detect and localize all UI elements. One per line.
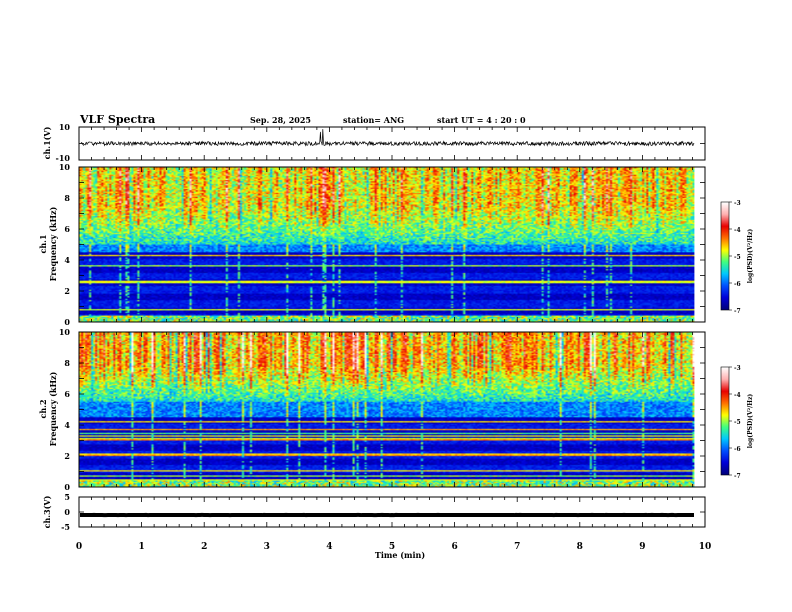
ch1-colorbar-ticks — [729, 201, 732, 311]
ch3-ytick-mid: 0 — [64, 507, 70, 517]
ch1-spec-ytick-8: 8 — [64, 193, 70, 203]
ch1-ytick-top: 10 — [59, 122, 71, 132]
ch3-waveform-panel: 5 0 -5 ch.3(V) — [42, 492, 706, 532]
ch1-colorbar-tick-m6: -6 — [734, 281, 741, 288]
ch1-colorbar: -3 -4 -5 -6 -7 log(PSD)(V²/Hz) — [720, 200, 754, 315]
ch3-ytick-top: 5 — [64, 492, 70, 502]
xtick-0: 0 — [76, 542, 82, 552]
xtick-6: 6 — [451, 542, 457, 552]
ch2-colorbar-tick-m6: -6 — [734, 446, 741, 453]
xtick-4: 4 — [326, 542, 332, 552]
ch1-spec-ytick-6: 6 — [64, 224, 70, 234]
ch1-colorbar-tick-m5: -5 — [734, 254, 741, 261]
ch1-colorbar-tick-m4: -4 — [734, 227, 741, 234]
ch1-spectrogram-panel: 0 2 4 6 8 10 ch.1 Frequency (kHz) — [38, 162, 706, 327]
ch2-spec-ytick-6: 6 — [64, 389, 70, 399]
ch2-colorbar-ticks — [729, 366, 732, 476]
ch1-colorbar-tick-m3: -3 — [734, 200, 741, 207]
ch2-colorbar-tick-m3: -3 — [734, 365, 741, 372]
ch3-ytick-bottom: -5 — [61, 522, 70, 532]
ch1-spec-ytick-2: 2 — [64, 286, 70, 296]
xtick-3: 3 — [264, 542, 270, 552]
ch2-spectrogram-panel: 0 2 4 6 8 10 ch.2 Frequency (kHz) — [38, 327, 706, 492]
ch1-ylabel: ch.1(V) — [42, 126, 52, 159]
ch2-spec-ytick-4: 4 — [64, 420, 70, 430]
ch2-spec-ytick-0: 0 — [64, 482, 70, 492]
ch1-spec-ylabel-line1: ch.1 — [38, 234, 48, 253]
colorbar-fill — [721, 202, 729, 310]
ch1-spectrogram-image — [79, 167, 695, 322]
xtick-9: 9 — [639, 542, 645, 552]
ch1-ytick-bottom: -10 — [56, 153, 71, 163]
ch1-colorbar-label: log(PSD)(V²/Hz) — [747, 229, 754, 284]
ch2-spec-ylabel-line1: ch.2 — [38, 399, 48, 418]
ch2-colorbar-tick-m5: -5 — [734, 419, 741, 426]
xtick-5: 5 — [389, 542, 395, 552]
ch2-colorbar-label: log(PSD)(V²/Hz) — [747, 394, 754, 449]
xtick-1: 1 — [138, 542, 144, 552]
x-axis: 0 1 2 3 4 5 6 7 8 9 10 Time (min) — [76, 542, 711, 560]
ch1-spec-ytick-10: 10 — [59, 162, 71, 172]
ch2-spec-ytick-10: 10 — [59, 327, 71, 337]
ch1-spec-ytick-4: 4 — [64, 255, 70, 265]
ch2-spec-ylabel-line2: Frequency (kHz) — [48, 371, 58, 446]
ch2-spec-ytick-2: 2 — [64, 451, 70, 461]
ch2-colorbar-tick-m4: -4 — [734, 392, 741, 399]
ch1-waveform-panel: 10 -10 ch.1(V) — [42, 122, 706, 163]
xtick-8: 8 — [577, 542, 583, 552]
start-time-label: start UT = 4 : 20 : 0 — [437, 115, 526, 125]
ch1-spec-ylabel-line2: Frequency (kHz) — [48, 206, 58, 281]
ch1-colorbar-tick-m7: -7 — [734, 308, 741, 315]
x-axis-label: Time (min) — [375, 550, 425, 560]
xtick-7: 7 — [514, 542, 520, 552]
ch2-spectrogram-image — [79, 332, 695, 487]
ch1-waveform-line — [80, 129, 695, 147]
xtick-2: 2 — [201, 542, 207, 552]
ch2-spec-ytick-8: 8 — [64, 358, 70, 368]
station-label: station= ANG — [343, 115, 404, 125]
ch2-colorbar-tick-m7: -7 — [734, 473, 741, 480]
xtick-10: 10 — [699, 542, 712, 552]
ch3-ylabel: ch.3(V) — [42, 495, 52, 528]
colorbar-fill — [721, 367, 729, 475]
ch1-spec-ytick-0: 0 — [64, 317, 70, 327]
figure-title: VLF Spectra — [79, 113, 155, 126]
date-label: Sep. 28, 2025 — [250, 115, 311, 125]
ch2-colorbar: -3 -4 -5 -6 -7 log(PSD)(V²/Hz) — [720, 365, 754, 480]
